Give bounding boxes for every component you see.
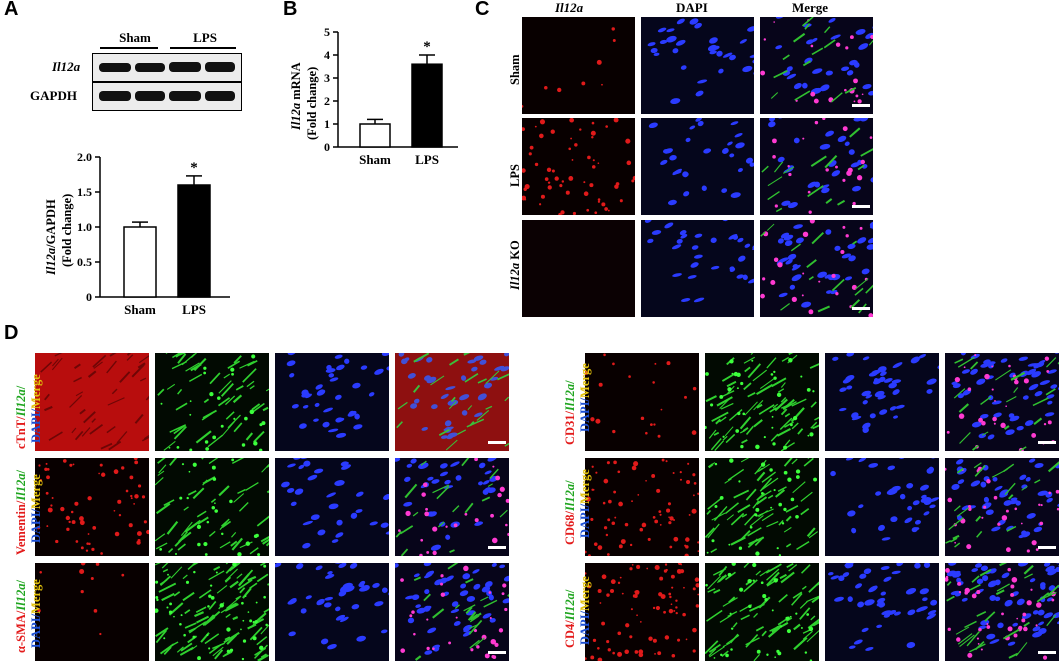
micrograph-c-r1c2	[641, 17, 754, 114]
micrograph-c-r1c1	[522, 17, 635, 114]
y-tick-label: 4	[324, 48, 330, 62]
y-tick-label: 5	[324, 25, 330, 39]
micrograph-c-r3c1	[522, 220, 635, 317]
scale-bar	[852, 205, 870, 208]
micrograph-d-left-r2c4	[395, 458, 509, 556]
micrograph-c-r2c2	[641, 118, 754, 215]
micrograph-c-r1c3	[760, 17, 873, 114]
scale-bar	[852, 104, 870, 107]
scale-bar	[1038, 546, 1056, 549]
micrograph-d-left-r1c4	[395, 353, 509, 451]
row-label-ctnt-2: DAPI/Merge	[29, 374, 43, 443]
micrograph-d-left-r3c2	[155, 563, 269, 661]
panel-label-c: C	[475, 0, 490, 20]
micrograph-d-right-r2c1	[585, 458, 699, 556]
micrograph-c-r3c3	[760, 220, 873, 317]
micrograph-d-right-r3c2	[705, 563, 819, 661]
scale-bar	[488, 651, 506, 654]
y-tick-label: 1	[324, 117, 330, 131]
bar-lps	[411, 63, 443, 148]
blot-strip-il12a	[92, 53, 242, 82]
row-label-cd68-2: DAPI/Merge	[578, 469, 592, 538]
row-label-cd31-2: DAPI/Merge	[578, 363, 592, 432]
y-tick-label: 3	[324, 71, 330, 85]
blot-group-sham: Sham	[119, 30, 151, 45]
y-tick-label: 2	[324, 94, 330, 108]
blot-group-line	[170, 47, 236, 49]
row-label-cd68: CD68/Il12a/	[563, 480, 577, 545]
row-label-cd31: CD31/Il12a/	[563, 380, 577, 445]
row-label-asma-2: DAPI/Merge	[29, 579, 43, 648]
row-label-ctnt: cTnT/Il12a/	[14, 385, 28, 449]
micrograph-d-right-r1c3	[825, 353, 939, 451]
row-label-sham: Sham	[508, 54, 522, 85]
scale-bar	[1038, 441, 1056, 444]
significance-mark: *	[190, 160, 198, 176]
micrograph-d-left-r3c3	[275, 563, 389, 661]
micrograph-d-left-r3c1	[35, 563, 149, 661]
blot-strip-gapdh	[92, 82, 242, 111]
y-tick-label: 0.5	[77, 255, 92, 269]
micrograph-d-left-r2c1	[35, 458, 149, 556]
micrograph-d-right-r2c2	[705, 458, 819, 556]
blot-row-label: GAPDH	[30, 88, 77, 103]
x-tick-label: Sham	[124, 302, 156, 317]
row-label-vementin-2: DAPI/Merge	[29, 474, 43, 543]
scale-bar	[488, 546, 506, 549]
significance-mark: *	[423, 39, 431, 55]
x-tick-label: Sham	[359, 152, 391, 167]
chart-a: 0 0.5 1.0 1.5 2.0 Sham * LPS	[77, 150, 230, 317]
bar-sham	[123, 226, 157, 298]
bar-lps	[177, 184, 211, 298]
micrograph-d-left-r1c1	[35, 353, 149, 451]
micrograph-d-left-r3c4	[395, 563, 509, 661]
micrograph-d-right-r1c2	[705, 353, 819, 451]
y-tick-label: 1.5	[77, 185, 92, 199]
micrograph-c-r2c3	[760, 118, 873, 215]
micrograph-d-right-r2c3	[825, 458, 939, 556]
row-label-lps: LPS	[508, 164, 522, 187]
micrograph-d-left-r2c2	[155, 458, 269, 556]
micrograph-d-left-r1c3	[275, 353, 389, 451]
scale-bar	[1038, 651, 1056, 654]
micrograph-d-right-r1c1	[585, 353, 699, 451]
col-header-dapi: DAPI	[676, 0, 708, 15]
micrograph-c-r2c1	[522, 118, 635, 215]
row-label-ko: Il12a KO	[508, 240, 522, 290]
chart-b: 0 1 2 3 4 5 Sham * LPS	[324, 25, 458, 167]
scale-bar	[488, 441, 506, 444]
blot-row-label: Il12a	[52, 59, 81, 74]
micrograph-d-right-r3c4	[945, 563, 1059, 661]
col-header-il12a: Il12a	[555, 0, 584, 15]
micrograph-d-right-r1c4	[945, 353, 1059, 451]
blot-group-line	[100, 47, 158, 49]
chart-a-ylabel: Il12a/GAPDH	[44, 199, 58, 275]
y-tick-label: 0	[86, 290, 92, 304]
panel-label-d: D	[4, 322, 19, 344]
col-header-merge: Merge	[792, 0, 829, 15]
micrograph-c-r3c2	[641, 220, 754, 317]
panel-label-a: A	[4, 0, 19, 20]
scale-bar	[852, 307, 870, 310]
row-label-vementin: Vementin/Il12a/	[14, 470, 28, 555]
micrograph-d-right-r3c3	[825, 563, 939, 661]
micrograph-d-right-r3c1	[585, 563, 699, 661]
x-tick-label: LPS	[182, 302, 206, 317]
chart-b-ylabel: Il12a mRNA	[289, 62, 303, 130]
panel-label-b: B	[283, 0, 298, 20]
micrograph-d-left-r2c3	[275, 458, 389, 556]
micrograph-d-right-r2c4	[945, 458, 1059, 556]
micrograph-d-left-r1c2	[155, 353, 269, 451]
row-label-asma: α-SMA/Il12a/	[14, 580, 28, 653]
bar-sham	[359, 123, 391, 148]
row-label-cd4-2: DAPI/Merge	[578, 576, 592, 645]
blot-group-lps: LPS	[193, 30, 217, 45]
y-tick-label: 2.0	[77, 150, 92, 164]
row-label-cd4: CD4/Il12a/	[563, 589, 577, 648]
y-tick-label: 1.0	[77, 220, 92, 234]
x-tick-label: LPS	[415, 152, 439, 167]
y-tick-label: 0	[324, 140, 330, 154]
